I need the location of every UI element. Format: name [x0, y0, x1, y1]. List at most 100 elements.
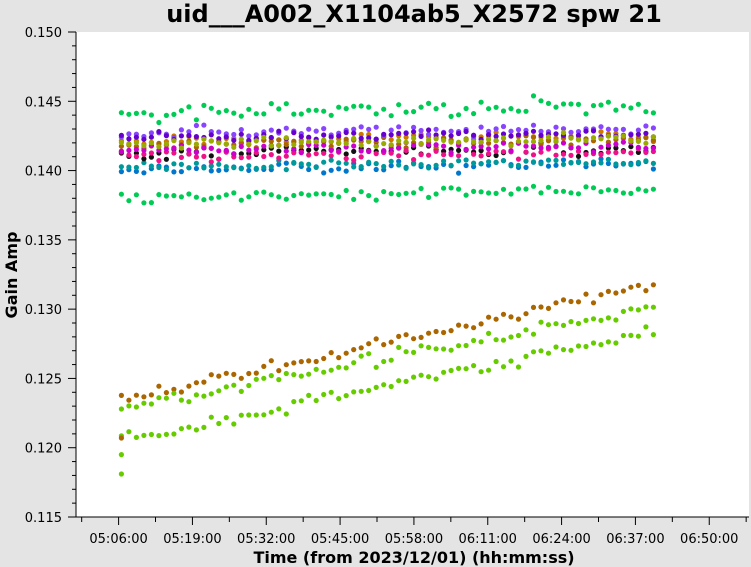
data-point: [530, 152, 537, 158]
data-point: [530, 139, 537, 145]
data-point: [575, 145, 582, 151]
data-point: [426, 142, 432, 148]
data-point: [306, 139, 312, 145]
data-point: [276, 106, 282, 112]
data-point: [493, 133, 499, 139]
data-point: [276, 155, 282, 161]
data-point: [643, 288, 649, 294]
data-point: [388, 191, 394, 197]
data-point: [283, 411, 289, 417]
data-point: [635, 282, 642, 288]
data-point: [448, 367, 454, 374]
data-point: [298, 191, 304, 197]
data-point: [530, 134, 537, 140]
data-point: [396, 102, 402, 108]
data-point: [231, 151, 237, 157]
data-point: [148, 134, 154, 140]
data-point: [493, 148, 499, 154]
data-point: [500, 337, 507, 343]
data-point: [486, 367, 492, 373]
data-point: [133, 168, 139, 174]
data-point: [515, 364, 522, 370]
data-point: [171, 145, 177, 151]
data-point: [366, 387, 372, 394]
x-tick-label: 06:37:00: [606, 532, 664, 547]
data-point: [216, 420, 222, 427]
data-point: [351, 130, 357, 136]
data-point: [635, 186, 642, 192]
data-point: [253, 412, 259, 418]
data-point: [538, 304, 544, 310]
data-point: [523, 353, 529, 359]
data-point: [313, 164, 319, 170]
data-point: [456, 153, 462, 159]
data-point: [283, 167, 289, 173]
data-point: [530, 304, 537, 310]
data-point: [643, 109, 649, 115]
data-point: [560, 297, 567, 303]
data-point: [201, 136, 207, 142]
data-point: [568, 319, 574, 325]
data-point: [418, 162, 424, 168]
data-point: [171, 150, 177, 156]
data-point: [396, 344, 402, 350]
data-point: [246, 167, 252, 173]
data-point: [493, 159, 499, 165]
data-point: [411, 109, 417, 115]
data-point: [605, 149, 612, 155]
data-point: [118, 169, 124, 175]
data-point: [261, 189, 267, 195]
data-point: [366, 135, 372, 141]
data-point: [201, 379, 207, 385]
data-point: [238, 155, 244, 161]
data-point: [216, 194, 222, 200]
data-point: [321, 137, 327, 143]
data-point: [508, 128, 514, 134]
data-point: [613, 107, 619, 113]
data-point: [208, 414, 214, 420]
data-point: [118, 392, 124, 398]
data-point: [268, 138, 274, 144]
data-point: [530, 143, 537, 149]
data-point: [291, 111, 297, 117]
data-point: [216, 140, 222, 146]
data-point: [373, 197, 379, 203]
data-point: [628, 138, 634, 144]
data-point: [478, 139, 484, 145]
data-point: [246, 154, 252, 160]
data-point: [306, 134, 312, 140]
data-point: [328, 138, 334, 144]
data-point: [223, 192, 229, 198]
data-point: [223, 415, 229, 421]
data-point: [298, 133, 304, 140]
data-point: [620, 149, 627, 155]
data-point: [156, 158, 162, 164]
data-point: [411, 135, 417, 141]
data-point: [500, 140, 507, 146]
data-point: [388, 383, 394, 390]
data-point: [306, 126, 312, 132]
data-point: [523, 139, 529, 145]
data-point: [650, 166, 657, 172]
data-point: [336, 396, 342, 402]
data-point: [441, 152, 447, 158]
data-point: [268, 358, 274, 364]
data-point: [500, 135, 507, 141]
data-point: [433, 132, 439, 138]
data-point: [291, 150, 297, 156]
data-point: [560, 347, 567, 353]
data-point: [283, 142, 289, 148]
data-point: [411, 129, 417, 135]
data-point: [441, 102, 447, 108]
data-point: [253, 190, 259, 196]
data-point: [133, 110, 139, 116]
y-tick-label: 0.145: [25, 95, 62, 110]
data-point: [486, 136, 492, 142]
data-point: [381, 358, 387, 365]
data-point: [553, 144, 559, 150]
data-point: [193, 149, 199, 155]
data-point: [126, 136, 132, 142]
data-point: [613, 317, 619, 323]
data-point: [118, 132, 124, 138]
data-point: [530, 183, 537, 189]
